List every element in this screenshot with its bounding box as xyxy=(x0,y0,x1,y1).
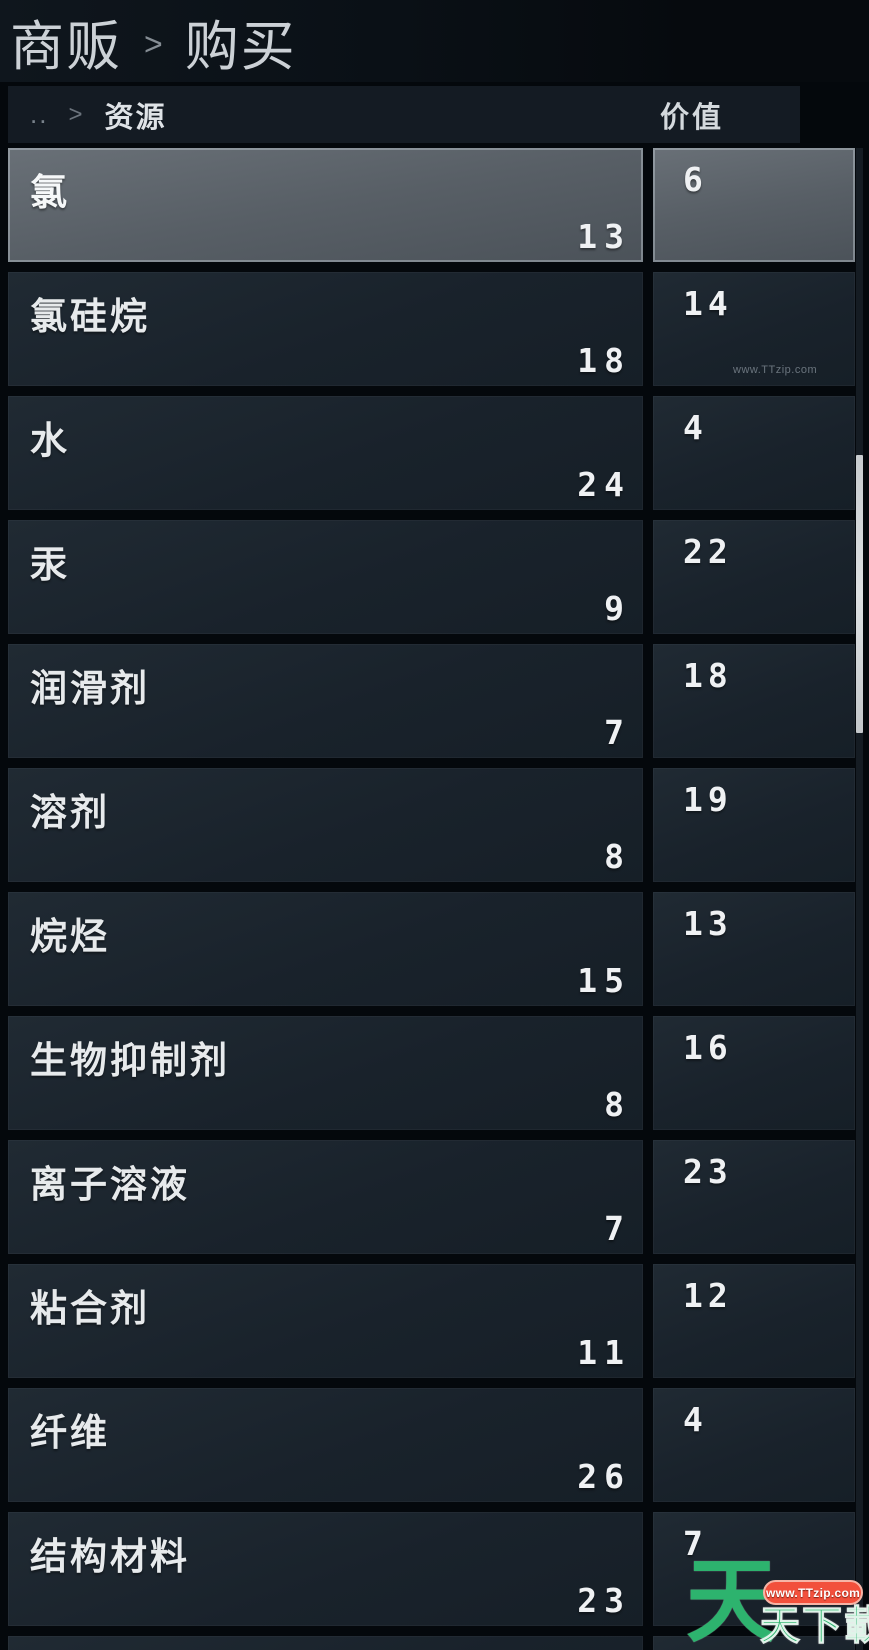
resource-value: 7 xyxy=(683,1524,708,1563)
resource-name: 结构材料 xyxy=(30,1536,190,1577)
resource-value-cell xyxy=(653,1636,855,1650)
resource-cell[interactable]: 纤维 26 xyxy=(8,1388,643,1502)
resource-cell[interactable]: 溶剂 8 xyxy=(8,768,643,882)
resource-value: 22 xyxy=(683,532,733,571)
resource-row-partial xyxy=(8,1636,855,1650)
resource-value: 12 xyxy=(683,1276,733,1315)
resource-row[interactable]: 水 24 4 xyxy=(8,396,855,510)
resource-value-cell[interactable]: 12 xyxy=(653,1264,855,1378)
resource-qty: 8 xyxy=(604,837,631,876)
resource-name: 水 xyxy=(30,420,70,461)
resource-name: 溶剂 xyxy=(30,792,110,833)
watermark-logo-text: 天下載 xyxy=(760,1604,869,1648)
buy-mode-title: 购买 xyxy=(184,16,297,77)
resource-value-cell[interactable]: 22 xyxy=(653,520,855,634)
resource-name: 汞 xyxy=(30,544,70,585)
resource-value-cell[interactable]: 18 xyxy=(653,644,855,758)
resource-value-cell[interactable]: 23 xyxy=(653,1140,855,1254)
resource-row[interactable]: 离子溶液 7 23 xyxy=(8,1140,855,1254)
resource-qty: 15 xyxy=(577,961,631,1000)
resource-name: 纤维 xyxy=(30,1412,110,1453)
watermark-logo-pill: www.TTzip.com xyxy=(763,1580,863,1605)
resource-value-cell[interactable]: 4 xyxy=(653,396,855,510)
resource-name: 粘合剂 xyxy=(30,1288,150,1329)
page-title: 商贩 > 购买 xyxy=(10,4,297,78)
resource-qty: 23 xyxy=(577,1581,631,1620)
resource-cell[interactable]: 生物抑制剂 8 xyxy=(8,1016,643,1130)
resource-row[interactable]: 氯 13 6 xyxy=(8,148,855,262)
resource-name: 氯硅烷 xyxy=(30,296,150,337)
resource-value-cell[interactable]: 19 xyxy=(653,768,855,882)
resource-name: 离子溶液 xyxy=(30,1164,190,1205)
value-column-header: 价值 xyxy=(660,101,725,134)
resource-value: 13 xyxy=(683,904,733,943)
resource-table-body: 氯 13 6 氯硅烷 18 14 水 24 4 汞 xyxy=(8,148,855,1636)
resource-cell[interactable]: 离子溶液 7 xyxy=(8,1140,643,1254)
resource-cell[interactable]: 汞 9 xyxy=(8,520,643,634)
resource-value: 18 xyxy=(683,656,733,695)
resource-cell[interactable]: 水 24 xyxy=(8,396,643,510)
resource-qty: 9 xyxy=(604,589,631,628)
resource-row[interactable]: 汞 9 22 xyxy=(8,520,855,634)
resource-cell[interactable]: 氯 13 xyxy=(8,148,643,262)
scrollbar-thumb[interactable] xyxy=(856,455,863,733)
resource-row[interactable]: 溶剂 8 19 xyxy=(8,768,855,882)
resource-row[interactable]: 烷烃 15 13 xyxy=(8,892,855,1006)
resource-value-cell[interactable]: 7 xyxy=(653,1512,855,1626)
resource-row[interactable]: 粘合剂 11 12 xyxy=(8,1264,855,1378)
resource-value: 4 xyxy=(683,1400,708,1439)
resource-value-cell[interactable]: 4 xyxy=(653,1388,855,1502)
resource-cell[interactable]: 润滑剂 7 xyxy=(8,644,643,758)
resource-qty: 13 xyxy=(577,217,631,256)
breadcrumb-category: 资源 xyxy=(104,101,167,134)
resource-qty: 7 xyxy=(604,1209,631,1248)
breadcrumb-up[interactable]: .. xyxy=(30,99,49,129)
resource-name: 润滑剂 xyxy=(30,668,150,709)
resource-qty: 7 xyxy=(604,713,631,752)
resource-cell[interactable]: 结构材料 23 xyxy=(8,1512,643,1626)
resource-qty: 18 xyxy=(577,341,631,380)
resource-value-cell[interactable]: 14 xyxy=(653,272,855,386)
scrollbar-track[interactable] xyxy=(856,148,863,1650)
resource-value: 16 xyxy=(683,1028,733,1067)
vendor-title: 商贩 xyxy=(10,16,122,77)
resource-value: 23 xyxy=(683,1152,733,1191)
resource-name: 烷烃 xyxy=(30,916,110,957)
watermark-logo-big-char: 天 xyxy=(686,1551,779,1650)
resource-qty: 8 xyxy=(604,1085,631,1124)
resource-value-cell[interactable]: 16 xyxy=(653,1016,855,1130)
partial-row-container xyxy=(8,1636,855,1650)
watermark-small: www.TTzip.com xyxy=(733,364,818,376)
resource-value-cell[interactable]: 13 xyxy=(653,892,855,1006)
resource-cell xyxy=(8,1636,643,1650)
resource-cell[interactable]: 氯硅烷 18 xyxy=(8,272,643,386)
resource-value-cell[interactable]: 6 xyxy=(653,148,855,262)
resource-cell[interactable]: 粘合剂 11 xyxy=(8,1264,643,1378)
title-strip xyxy=(0,0,869,82)
resource-value: 14 xyxy=(683,284,733,323)
resource-cell[interactable]: 烷烃 15 xyxy=(8,892,643,1006)
resource-row[interactable]: 润滑剂 7 18 xyxy=(8,644,855,758)
resource-name: 生物抑制剂 xyxy=(30,1040,230,1081)
resource-qty: 26 xyxy=(577,1457,631,1496)
resource-row[interactable]: 氯硅烷 18 14 xyxy=(8,272,855,386)
resource-name: 氯 xyxy=(30,172,70,213)
title-separator-icon: > xyxy=(144,25,163,62)
resource-row[interactable]: 生物抑制剂 8 16 xyxy=(8,1016,855,1130)
resource-row[interactable]: 结构材料 23 7 xyxy=(8,1512,855,1626)
resource-value: 19 xyxy=(683,780,733,819)
resource-qty: 11 xyxy=(577,1333,631,1372)
resource-value: 6 xyxy=(683,160,708,199)
resource-row[interactable]: 纤维 26 4 xyxy=(8,1388,855,1502)
resource-qty: 24 xyxy=(577,465,631,504)
resource-value: 4 xyxy=(683,408,708,447)
breadcrumb-bar: .. > 资源 价值 xyxy=(8,86,800,143)
breadcrumb-separator-icon: > xyxy=(68,100,83,128)
